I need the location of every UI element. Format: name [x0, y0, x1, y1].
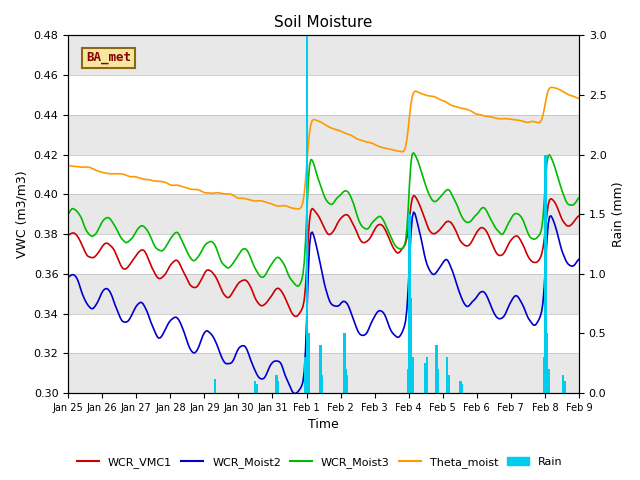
- Bar: [68, 313, 579, 353]
- Bar: [546, 334, 548, 393]
- Bar: [411, 357, 413, 393]
- Bar: [459, 381, 461, 393]
- Bar: [68, 155, 579, 194]
- Title: Soil Moisture: Soil Moisture: [275, 15, 372, 30]
- Bar: [408, 214, 411, 393]
- Bar: [68, 115, 579, 155]
- Legend: WCR_VMC1, WCR_Moist2, WCR_Moist3, Theta_moist, Rain: WCR_VMC1, WCR_Moist2, WCR_Moist3, Theta_…: [72, 452, 568, 472]
- Bar: [563, 381, 566, 393]
- Bar: [435, 346, 438, 393]
- Bar: [253, 381, 256, 393]
- Bar: [562, 375, 564, 393]
- Bar: [307, 334, 310, 393]
- Bar: [68, 353, 579, 393]
- Bar: [543, 357, 546, 393]
- Y-axis label: Rain (mm): Rain (mm): [612, 181, 625, 247]
- Text: BA_met: BA_met: [86, 51, 131, 64]
- Bar: [343, 334, 346, 393]
- Y-axis label: VWC (m3/m3): VWC (m3/m3): [15, 170, 28, 258]
- Bar: [304, 357, 307, 393]
- Bar: [255, 384, 257, 393]
- Bar: [547, 369, 550, 393]
- Bar: [68, 194, 579, 234]
- Bar: [320, 375, 323, 393]
- Bar: [410, 298, 412, 393]
- Bar: [424, 363, 427, 393]
- Bar: [68, 274, 579, 313]
- X-axis label: Time: Time: [308, 419, 339, 432]
- Bar: [68, 234, 579, 274]
- Bar: [346, 375, 348, 393]
- Bar: [214, 379, 216, 393]
- Bar: [275, 375, 278, 393]
- Bar: [447, 375, 450, 393]
- Bar: [445, 357, 448, 393]
- Bar: [305, 36, 308, 393]
- Bar: [344, 369, 347, 393]
- Bar: [426, 357, 428, 393]
- Bar: [68, 36, 579, 75]
- Bar: [407, 369, 410, 393]
- Bar: [436, 369, 439, 393]
- Bar: [460, 384, 463, 393]
- Bar: [68, 75, 579, 115]
- Bar: [319, 346, 321, 393]
- Bar: [276, 381, 279, 393]
- Bar: [544, 155, 547, 393]
